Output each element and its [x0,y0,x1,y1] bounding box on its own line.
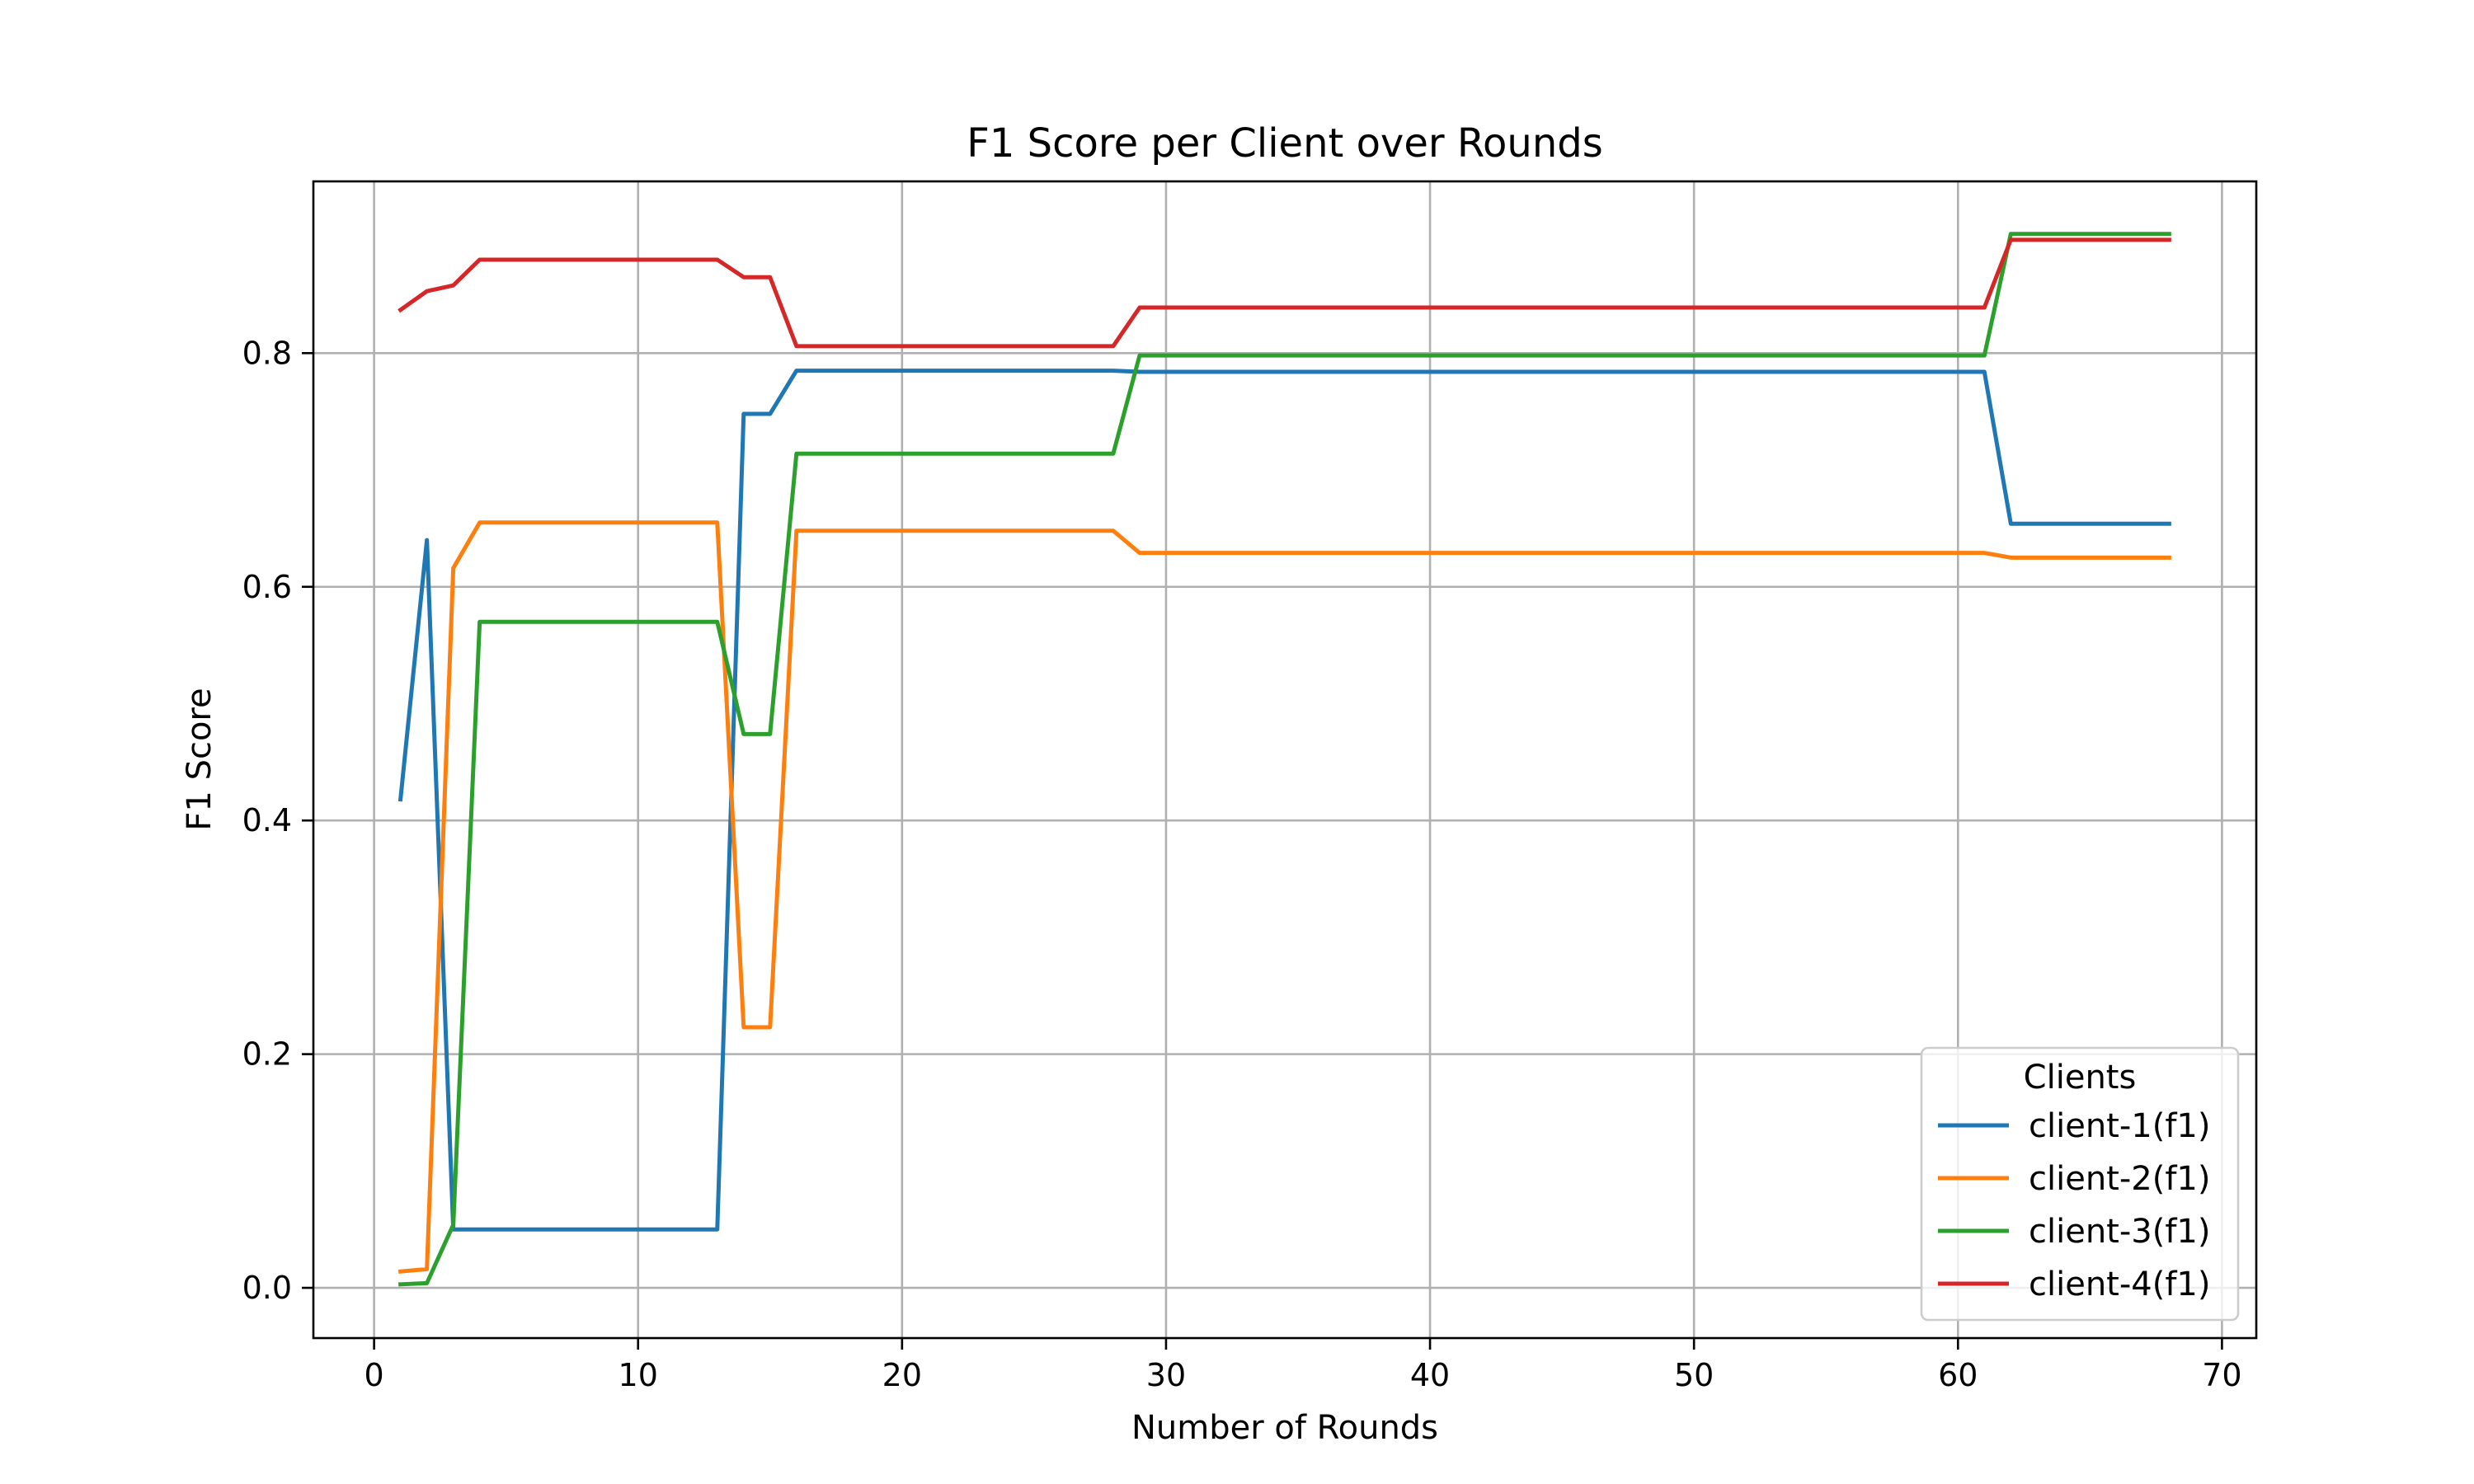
y-tick-label: 0.4 [242,802,292,838]
y-axis-label: F1 Score [181,688,219,830]
legend-label: client-4(f1) [2029,1266,2211,1303]
y-tick-label: 0.2 [242,1036,292,1073]
x-axis-label: Number of Rounds [1131,1409,1438,1447]
x-tick-label: 20 [882,1357,922,1393]
x-tick-label: 10 [618,1357,658,1393]
x-tick-label: 50 [1674,1357,1714,1393]
legend: Clients client-1(f1) client-2(f1) client-3… [1920,1046,2240,1322]
series-lines [397,232,2171,1287]
x-tick-label: 40 [1410,1357,1450,1393]
legend-label: client-1(f1) [2029,1107,2211,1145]
legend-label: client-2(f1) [2029,1160,2211,1198]
y-tick-label: 0.6 [242,569,292,605]
legend-items: client-1(f1) client-2(f1) client-3(f1) clie… [1938,1107,2211,1303]
legend-label: client-3(f1) [2029,1213,2211,1251]
series-line-client-1 [397,369,2171,1232]
y-tick-label: 0.8 [242,335,292,371]
x-tick-label: 0 [365,1357,384,1393]
plot-frame [312,180,2258,1340]
x-axis-ticks: 0 10 20 30 40 50 60 70 [365,1338,2242,1393]
legend-title: Clients [2024,1059,2137,1097]
series-line-client-4 [397,237,2171,349]
series-line-client-2 [397,520,2171,1274]
x-tick-label: 70 [2202,1357,2241,1393]
y-axis-ticks: 0.0 0.2 0.4 0.6 0.8 [242,335,313,1306]
y-tick-label: 0.0 [242,1270,292,1306]
legend-box [1920,1046,2240,1322]
x-tick-label: 30 [1146,1357,1186,1393]
chart-title: F1 Score per Client over Rounds [967,120,1603,167]
series-line-client-3 [398,232,2171,1287]
x-tick-label: 60 [1938,1357,1978,1393]
